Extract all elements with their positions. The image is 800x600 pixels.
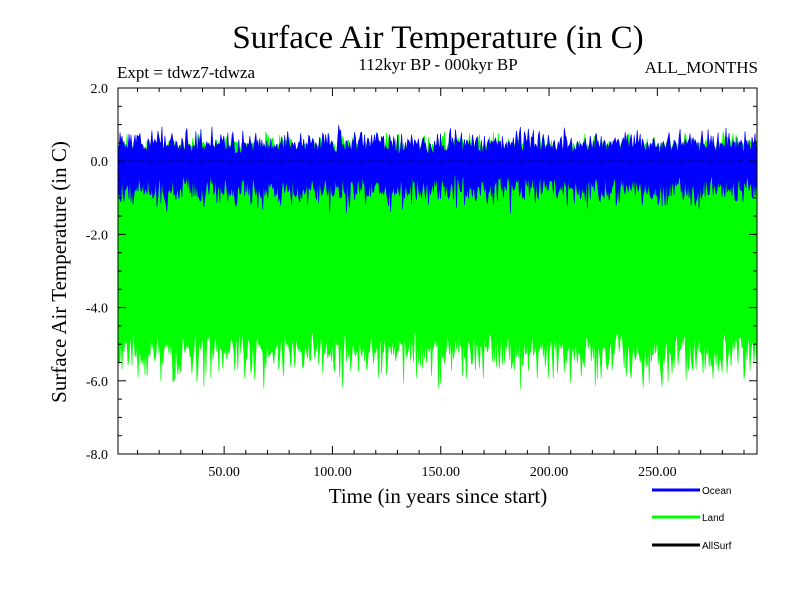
- y-tick-label: 2.0: [91, 82, 109, 97]
- y-tick-label: -4.0: [86, 302, 108, 317]
- legend-land-label: Land: [702, 513, 724, 524]
- y-tick-label: -8.0: [86, 448, 108, 463]
- months-label: ALL_MONTHS: [645, 58, 758, 77]
- y-tick-label: 0.0: [91, 155, 109, 170]
- x-axis-label: Time (in years since start): [329, 484, 548, 508]
- x-tick-label: 50.00: [208, 465, 240, 480]
- legend: Ocean Land AllSurf: [652, 486, 732, 552]
- y-axis-label: Surface Air Temperature (in C): [47, 141, 71, 403]
- y-tick-label: -2.0: [86, 228, 108, 243]
- period-label: 112kyr BP - 000kyr BP: [358, 55, 517, 74]
- x-tick-label: 100.00: [313, 465, 352, 480]
- y-tick-label: -6.0: [86, 375, 108, 390]
- x-tick-label: 250.00: [638, 465, 677, 480]
- legend-ocean-label: Ocean: [702, 486, 731, 497]
- x-tick-label: 200.00: [530, 465, 569, 480]
- x-tick-label: 150.00: [421, 465, 460, 480]
- legend-allsurf-label: AllSurf: [702, 541, 732, 552]
- chart-title: Surface Air Temperature (in C): [232, 20, 643, 56]
- y-axis: 2.0 0.0 -2.0 -4.0 -6.0 -8.0: [86, 82, 757, 463]
- x-axis: 50.00 100.00 150.00 200.00 250.00: [136, 88, 745, 480]
- experiment-label: Expt = tdwz7-tdwza: [117, 63, 255, 82]
